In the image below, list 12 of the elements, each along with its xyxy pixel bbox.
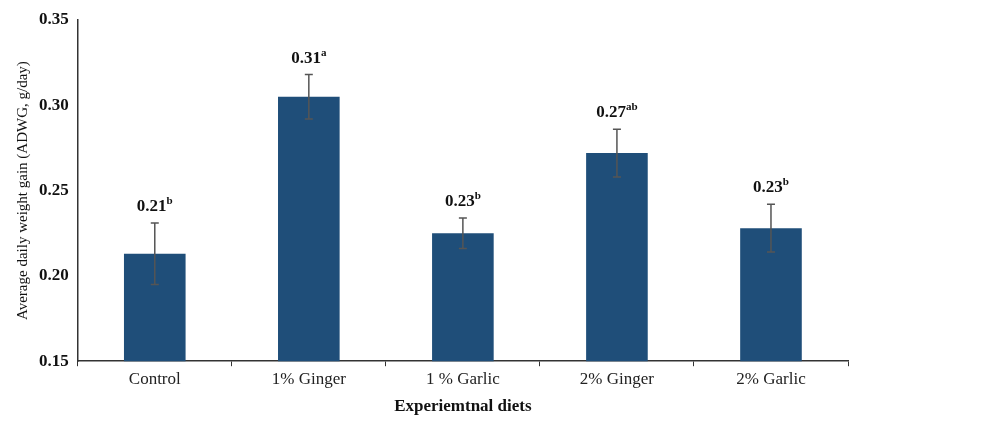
- y-tick-label: 0.30: [39, 94, 69, 114]
- y-tick-label: 0.15: [39, 350, 69, 370]
- y-tick-label: 0.25: [39, 179, 69, 199]
- y-tick-label: 0.20: [39, 265, 69, 285]
- x-tick-label: Control: [128, 368, 182, 388]
- y-axis-title: Average daily weight gain (ADWG, g/day): [13, 61, 31, 321]
- x-axis-title: Experiemtnal diets: [394, 396, 532, 416]
- x-tick-label: 2% Garlic: [736, 368, 807, 388]
- y-tick-label: 0.35: [39, 9, 69, 29]
- x-tick-label: 1 % Garlic: [426, 368, 501, 388]
- x-tick-label: 1% Ginger: [271, 368, 347, 388]
- x-tick-label: 2% Ginger: [579, 368, 655, 388]
